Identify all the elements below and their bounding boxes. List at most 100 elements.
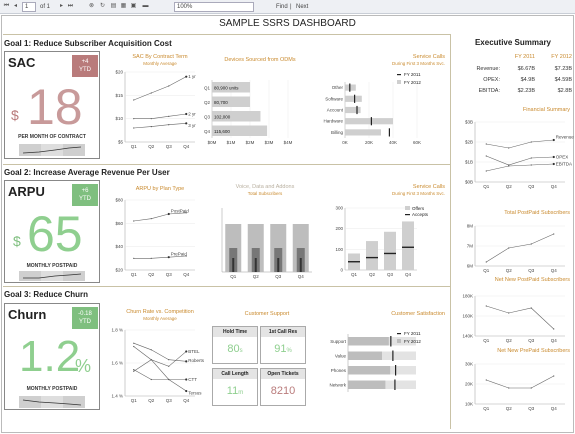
data-point [150,218,152,220]
exec-row-value: $6.67B [517,66,535,72]
x-tick-label: Q4 [551,268,558,273]
panel-title: Net New PrePaid Subscribers [497,348,570,354]
next-page-icon[interactable]: ▸ [59,3,63,9]
page-count: of 1 [40,4,51,10]
kpi-subtitle: MONTHLY POSTPAID [26,386,78,392]
y-tick-label: Other [332,85,344,90]
series-label: 2 yr [188,112,196,117]
find-link[interactable]: Find [276,4,288,10]
legend-label: FY 2012 [404,339,421,344]
x-tick-label: Q4 [298,274,305,279]
x-tick-label: Q3 [387,272,394,277]
page-number-input[interactable]: 1 [22,2,36,12]
x-tick-label: $2M [246,140,255,145]
arpu-sparkline [19,271,85,281]
x-tick-label: Q2 [506,338,513,343]
divider [3,286,450,287]
data-point [508,312,510,314]
page-setup-icon[interactable]: ▣ [130,3,137,9]
panel-title: SAC By Contract Term [132,54,188,60]
series-end-marker [185,360,188,363]
x-tick-label: Q4 [183,272,190,277]
tile-label: Open Tickets [261,369,305,379]
y-tick-label: 7M [467,244,474,249]
layout-icon[interactable]: ▦ [120,3,127,9]
panel-subtitle: During First 3 Months Svc. [391,191,445,196]
x-tick-label: Q3 [166,398,173,403]
data-label: 115,600 [214,129,230,134]
next-link[interactable]: Next [296,4,309,10]
data-point [168,115,170,117]
legend-swatch [397,333,401,335]
tile-value: 11m [226,385,244,397]
x-tick-label: Q1 [230,274,237,279]
series-end-marker [552,155,555,159]
tile-label: Hold Time [213,327,257,337]
data-point [508,165,510,167]
data-point [185,212,187,214]
panel-title: ARPU by Plan Type [135,186,185,192]
y-tick-label: Phones [331,368,347,373]
y-tick-label: 1.6 % [111,361,123,366]
legend-label: Offers [412,206,425,211]
y-tick-label: 140K [462,334,473,339]
data-point [150,257,152,259]
exec-row-value: $2.8B [557,88,572,94]
legend-swatch [397,80,401,84]
panel-subtitle: Total Subscribers [247,191,283,196]
data-point [553,233,555,235]
y-tick-label: Network [329,382,346,387]
back-icon[interactable]: ⊗ [88,3,95,9]
bar [345,129,381,136]
series-label: CTT [188,377,197,382]
series-end-marker [552,138,555,142]
data-point [530,164,532,166]
report-toolbar: ⏮ ◂ 1 of 1 ▸ ⏭ ⊗ ↻ ▤ ▦ ▣ ▬ 100% Find | N… [0,0,575,14]
churn-kpi-card: Churn -0.18 YTD 1.2 % MONTHLY POSTPAID [4,303,100,410]
data-point [485,155,487,157]
panel-subtitle: During First 3 Months Svc. [391,61,445,66]
print-icon[interactable]: ▤ [110,3,117,9]
data-point [485,261,487,263]
find-input[interactable] [256,2,276,12]
x-tick-label: $3M [265,140,274,145]
data-point [133,220,135,222]
data-point [553,375,555,377]
tile-value: 80s [227,343,243,355]
first-page-icon[interactable]: ⏮ [3,3,10,9]
currency-symbol: $ [11,107,19,123]
data-point [150,378,152,381]
y-tick-label: 10K [465,402,473,407]
y-tick-label: $60 [115,221,123,226]
series-line [133,123,187,129]
series-line [133,212,187,222]
bar [299,258,302,272]
x-tick-label: Q4 [183,398,190,403]
legend-label: FY 2011 [404,331,421,336]
series-line [133,346,187,392]
y-tick-label: $10 [115,116,123,121]
refresh-icon[interactable]: ↻ [99,3,106,9]
data-point [133,369,135,371]
data-point [530,307,532,309]
currency-symbol: $ [13,233,21,249]
zoom-select[interactable]: 100% [174,2,254,12]
series-line [486,233,554,263]
divider [3,34,450,35]
x-tick-label: Q4 [405,272,412,277]
export-icon[interactable]: ▬ [142,3,149,9]
series-line [133,113,187,119]
prev-page-icon[interactable]: ◂ [13,3,17,9]
panel-title: Net New PostPaid Subscribers [494,277,570,283]
bar [254,258,257,272]
series-label: 1 yr [188,74,196,79]
last-page-icon[interactable]: ⏭ [67,3,74,9]
x-tick-label: Q3 [166,144,173,149]
x-tick-label: Q2 [253,274,260,279]
legend-swatch [397,74,401,76]
sac-kpi-card: SAC +4 YTD $ 18 PER MONTH OF CONTRACT [4,51,100,159]
series-end-marker [167,212,170,216]
tile-label: Call Length [213,369,257,379]
y-tick-label: $1B [465,160,473,165]
